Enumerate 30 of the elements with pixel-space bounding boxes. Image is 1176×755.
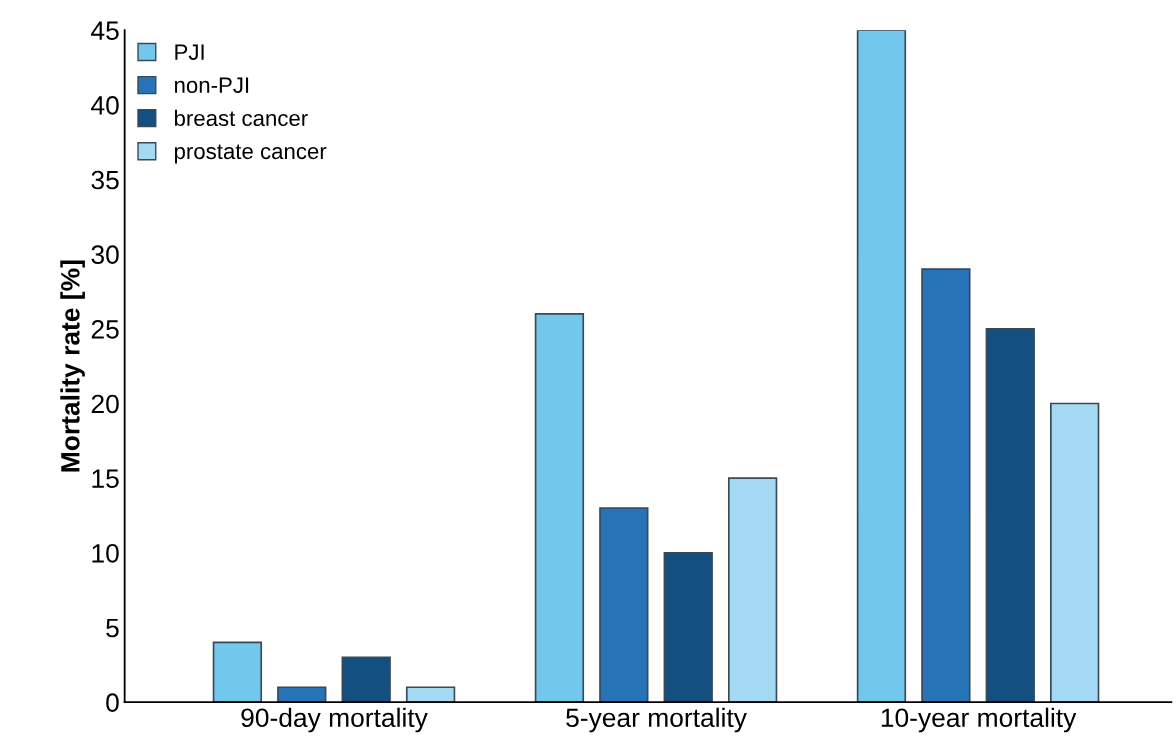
bar (663, 551, 713, 703)
bar (1050, 402, 1100, 703)
bar (277, 686, 327, 703)
x-tick-label: 5-year mortality (566, 707, 747, 733)
y-tick-label: 10 (92, 543, 119, 563)
bar (405, 686, 456, 703)
bar (727, 477, 778, 703)
y-tick-label: 15 (92, 469, 119, 488)
bar (534, 313, 585, 703)
bar (856, 30, 907, 703)
y-tick-label: 5 (106, 618, 119, 638)
y-tick-label: 45 (91, 21, 119, 41)
y-tick-label: 35 (91, 170, 119, 190)
x-tick-label: 10-year mortality (881, 707, 1077, 733)
bar (599, 507, 649, 703)
bar (985, 328, 1035, 703)
legend-label: non-PJI (175, 77, 249, 94)
y-tick-label: 0 (106, 693, 119, 712)
x-tick-label: 90-day mortality (241, 707, 428, 733)
y-tick-label: 25 (91, 319, 119, 339)
y-tick-label: 40 (91, 96, 119, 115)
y-tick-label: 30 (91, 245, 119, 264)
legend-label: PJI (175, 44, 204, 60)
y-tick-label: 20 (91, 394, 119, 414)
legend-label: prostate cancer (174, 144, 327, 164)
bar (212, 641, 263, 703)
legend-label: breast cancer (174, 109, 308, 127)
bar (341, 656, 391, 703)
y-axis-title: Mortality rate [%] (60, 260, 85, 472)
bar (921, 268, 971, 703)
